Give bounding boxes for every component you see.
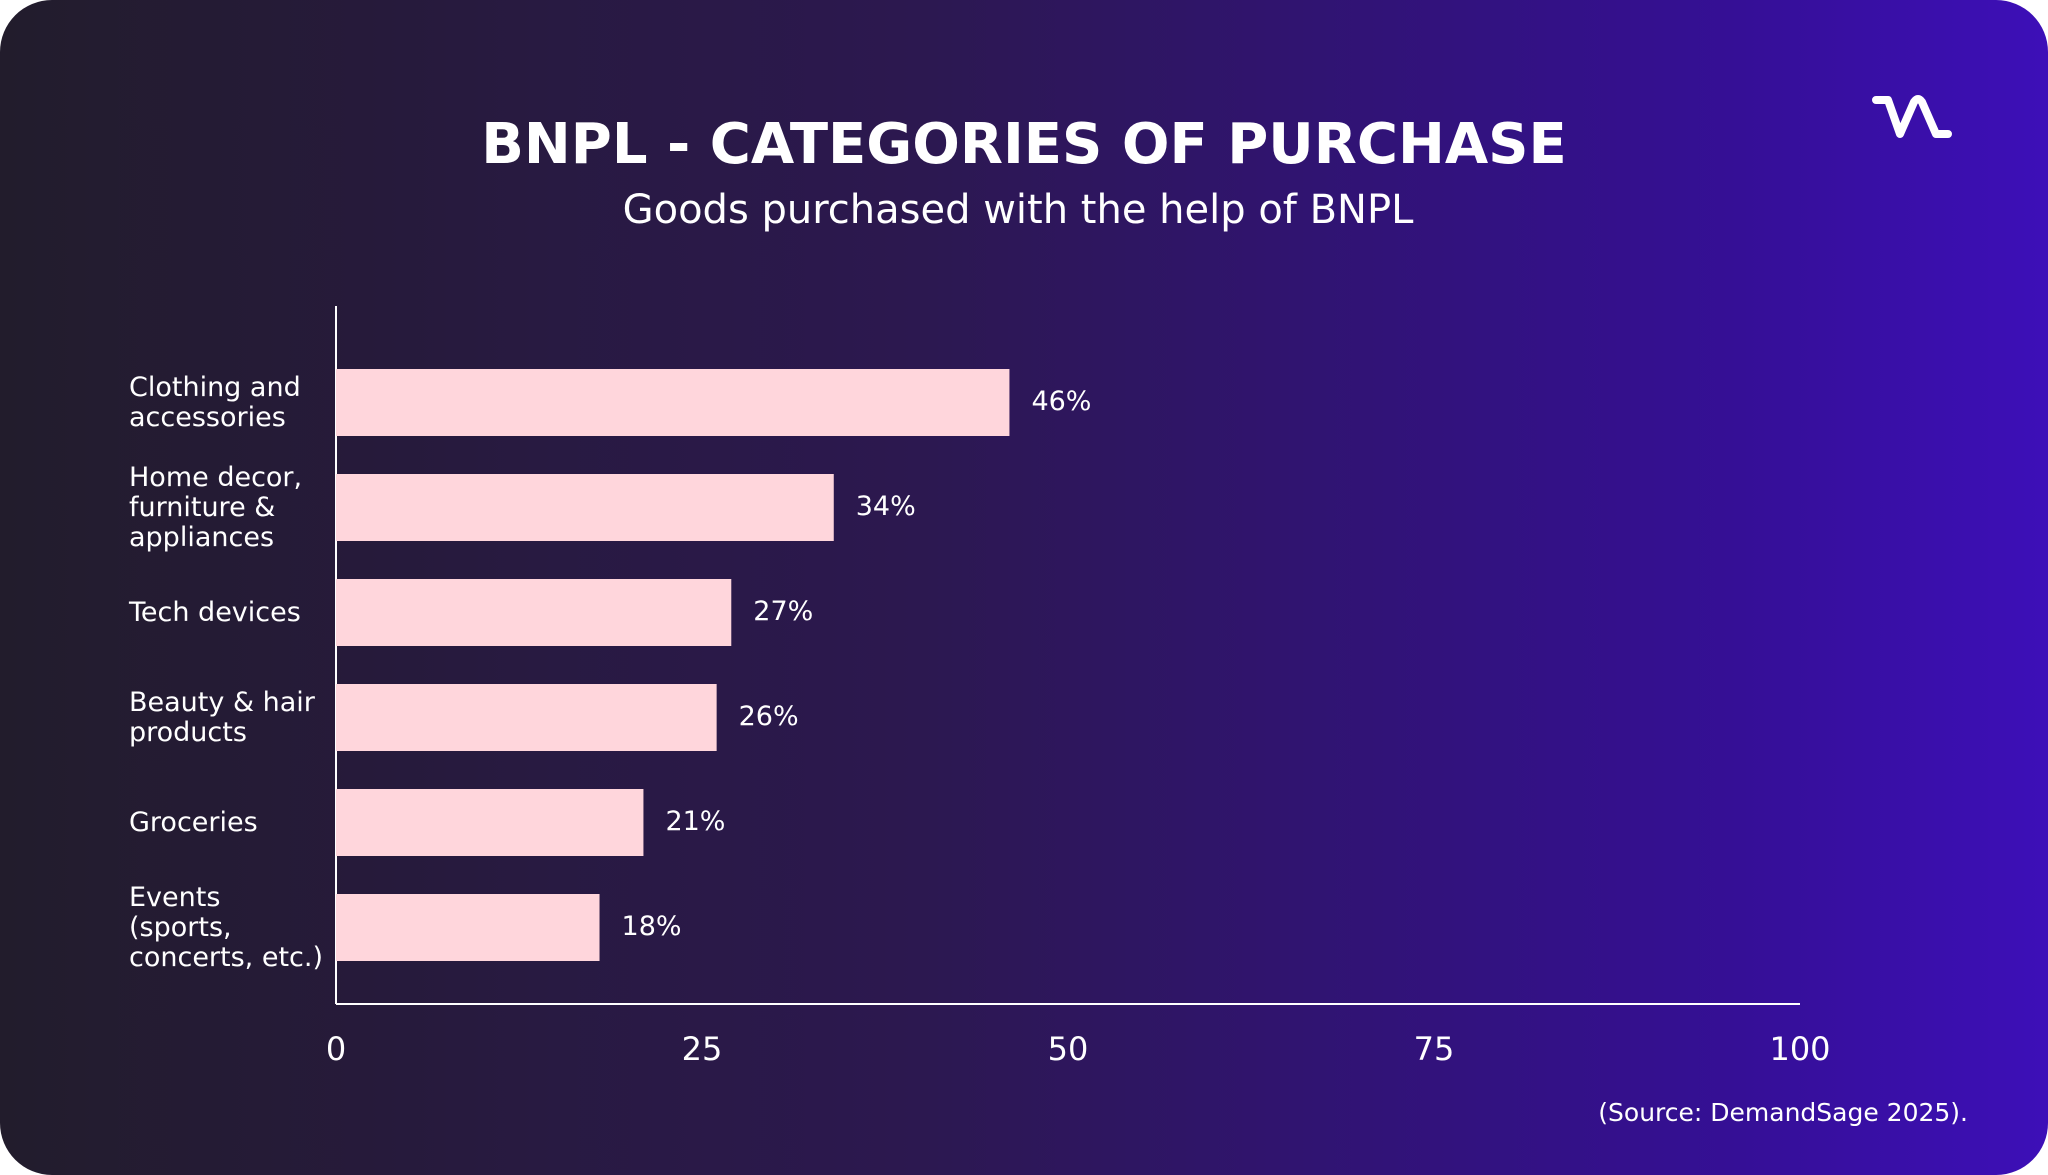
- bar: [336, 789, 644, 856]
- value-label: 34%: [856, 491, 916, 522]
- value-label: 27%: [753, 596, 813, 627]
- x-tick-label: 0: [326, 1030, 346, 1068]
- x-tick-label: 50: [1048, 1030, 1089, 1068]
- source-note: (Source: DemandSage 2025).: [1598, 1098, 1968, 1127]
- y-tick-label: Beauty & hair products: [129, 686, 315, 748]
- x-tick-label: 100: [1769, 1030, 1830, 1068]
- x-tick-label: 75: [1414, 1030, 1455, 1068]
- y-tick-label: Events (sports, concerts, etc.): [129, 881, 324, 973]
- bar: [336, 474, 834, 541]
- value-label: 18%: [622, 911, 682, 942]
- value-label: 46%: [1031, 386, 1091, 417]
- x-tick-label: 25: [682, 1030, 723, 1068]
- y-tick-label: Tech devices: [129, 596, 301, 628]
- bar: [336, 894, 600, 961]
- y-tick-label: Clothing and accessories: [129, 371, 301, 433]
- bar: [336, 369, 1010, 436]
- logo: [1872, 95, 1952, 138]
- value-label: 21%: [665, 806, 725, 837]
- bar: [336, 684, 717, 751]
- chart-subtitle: Goods purchased with the help of BNPL: [623, 187, 1414, 233]
- y-tick-label: Groceries: [129, 806, 258, 838]
- y-tick-label: Home decor, furniture & appliances: [129, 461, 303, 553]
- chart-title: BNPL - CATEGORIES OF PURCHASE: [481, 112, 1567, 177]
- value-label: 26%: [739, 701, 799, 732]
- bar: [336, 579, 732, 646]
